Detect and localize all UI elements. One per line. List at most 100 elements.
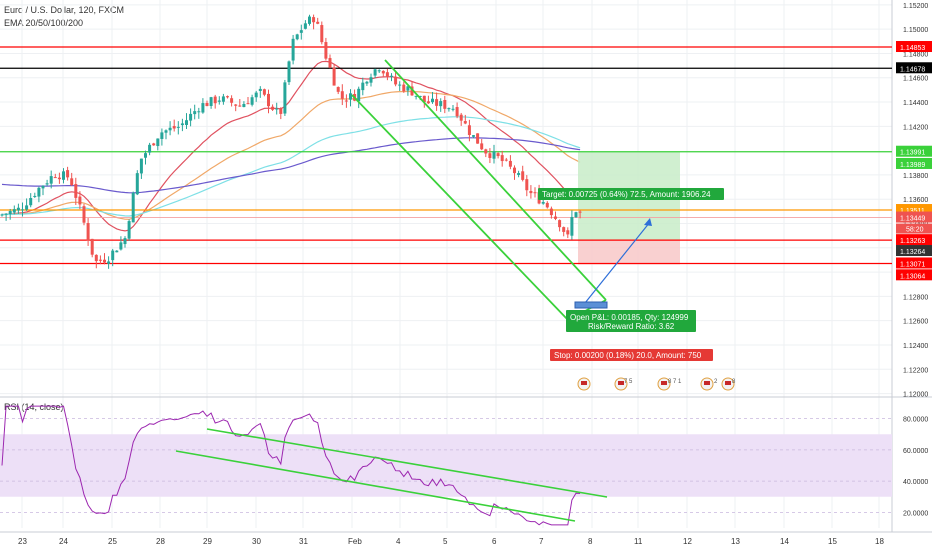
event-badge-label: 2 (714, 379, 718, 385)
price-tag-label: 1.13264 (900, 249, 925, 256)
candle-body (496, 153, 500, 157)
price-tag-label: 1.13991 (900, 150, 925, 157)
event-flag-icon (618, 381, 624, 385)
candle-body (410, 86, 414, 96)
candle-body (299, 30, 303, 33)
price-tag-label: 1.14853 (900, 45, 925, 52)
candle-body (213, 96, 217, 104)
candle-body (4, 213, 8, 215)
candle-body (525, 179, 529, 191)
price-tag-box (896, 62, 932, 74)
rsi-tick-label: 40.0000 (903, 479, 928, 486)
price-tick-label: 1.14200 (903, 124, 928, 131)
candle-body (316, 21, 320, 24)
time-tick-label: 18 (875, 537, 884, 546)
candle-body (439, 101, 443, 107)
candle-body (517, 173, 521, 175)
stop-label: Stop: 0.00200 (0.18%) 20.0, Amount: 750 (554, 351, 702, 360)
projection-arrowhead (644, 218, 652, 226)
candle-body (8, 211, 12, 215)
price-tick-label: 1.15200 (903, 3, 928, 10)
candle-body (180, 123, 184, 126)
ema-lines (1, 60, 581, 232)
time-tick-label: 24 (59, 537, 68, 546)
price-tag-label: 1.13064 (900, 273, 925, 280)
candle-body (246, 103, 250, 105)
candle-body (385, 72, 389, 77)
candle-body (90, 238, 94, 255)
time-tick-label: 15 (828, 537, 837, 546)
candle-body (127, 221, 131, 239)
countdown-label: 58:20 (906, 227, 924, 234)
candle-body (451, 108, 455, 110)
candle-body (529, 190, 533, 194)
candle-body (324, 42, 328, 59)
candle-body (312, 17, 316, 23)
candle-body (57, 177, 61, 180)
price-tick-label: 1.14600 (903, 76, 928, 83)
candle-body (349, 93, 352, 100)
candle-body (271, 106, 275, 110)
candle-body (74, 184, 78, 198)
time-tick-label: 31 (299, 537, 308, 546)
candle-body (488, 153, 492, 158)
time-tick-label: 30 (252, 537, 261, 546)
event-badges: 7 5 8 7 1 2 8 (577, 377, 736, 391)
price-tick-label: 1.12400 (903, 343, 928, 350)
candle-body (135, 173, 139, 195)
time-tick-label: 28 (156, 537, 165, 546)
candle-body (492, 151, 496, 159)
candle-body (107, 261, 111, 264)
candle-body (414, 95, 418, 97)
price-tick-label: 1.14400 (903, 100, 928, 107)
candle-body (426, 101, 430, 104)
price-tag-label: 1.13449 (900, 216, 925, 223)
price-tag-box (896, 234, 932, 246)
price-tick-label: 1.14800 (903, 51, 928, 58)
candle-body (49, 176, 53, 184)
price-tick-label: 1.12800 (903, 294, 928, 301)
candle-body (172, 126, 176, 129)
rsi-tick-label: 60.0000 (903, 448, 928, 455)
candle-body (41, 185, 45, 189)
candle-body (86, 223, 90, 241)
candle-body (336, 87, 340, 92)
candle-body (185, 120, 188, 125)
candle-body (164, 130, 168, 133)
price-tag-box (896, 257, 932, 269)
candle-body (513, 167, 516, 174)
candle-body (554, 216, 557, 219)
candle-body (70, 178, 74, 186)
candle-body (328, 58, 332, 68)
candle-body (377, 70, 381, 72)
candle-body (459, 114, 463, 121)
rsi-legend: RSI (14, close) (4, 402, 64, 412)
price-tick-label: 1.12600 (903, 319, 928, 326)
candle-body (37, 187, 41, 197)
candle-body (406, 86, 410, 91)
candle-body (287, 61, 291, 83)
target-label: Target: 0.00725 (0.64%) 72.5, Amount: 19… (542, 190, 711, 199)
price-tag-label: 1.14678 (900, 66, 925, 73)
time-tick-label: 6 (492, 537, 497, 546)
time-tick-label: 12 (683, 537, 692, 546)
channel-upper-line (384, 59, 607, 301)
candle-body (221, 96, 225, 102)
candle-body (156, 138, 160, 147)
candle-body (144, 153, 147, 158)
candle-body (201, 103, 205, 113)
candle-body (176, 126, 180, 128)
candle-body (189, 113, 193, 121)
candle-body (12, 209, 16, 213)
price-tag-box (896, 204, 932, 216)
candle-body (369, 77, 373, 83)
candle-body (0, 214, 4, 216)
candle-body (148, 144, 152, 153)
candle-body (500, 155, 504, 162)
candle-body (431, 98, 434, 103)
price-tag-label: 1.13989 (900, 162, 925, 169)
price-tick-label: 1.12000 (903, 392, 928, 399)
candle-body (94, 254, 98, 262)
candle-body (98, 259, 102, 261)
